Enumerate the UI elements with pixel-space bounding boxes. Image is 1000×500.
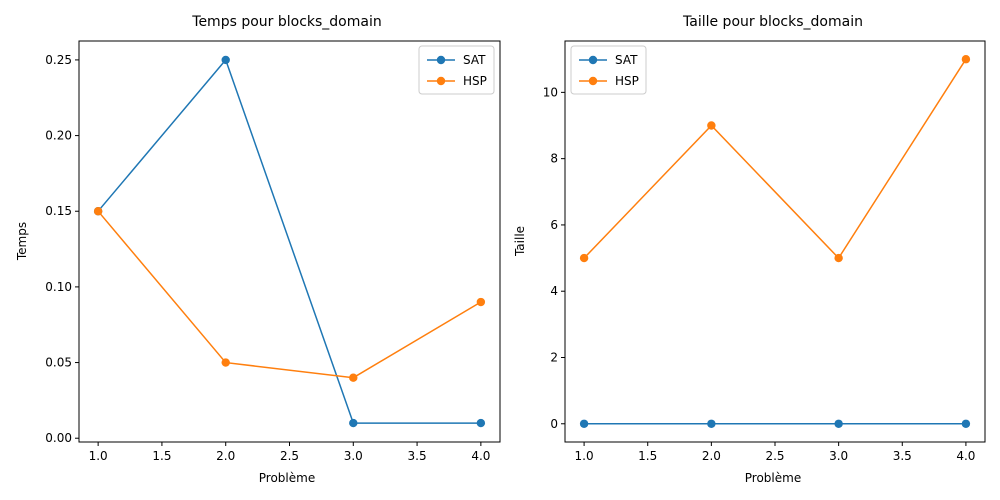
series-layer [93, 55, 486, 428]
y-axis-label: Temps [15, 222, 29, 261]
data-point-sat [221, 55, 230, 65]
y-tick-label: 4 [550, 284, 558, 298]
series-hsp [579, 55, 971, 263]
y-tick-label: 0.15 [45, 204, 72, 218]
plot-frame [564, 40, 986, 443]
x-axis-ticks: 1.0 1.5 2.0 2.5 3.0 3.5 4.0 [575, 442, 975, 463]
plot-frame [78, 40, 501, 443]
legend-label-sat: SAT [615, 53, 638, 67]
y-tick-label: 0.20 [45, 129, 72, 143]
series-line-hsp [97, 210, 482, 379]
series-layer [579, 55, 971, 428]
series-sat [579, 419, 971, 428]
legend-label-hsp: HSP [615, 74, 639, 88]
x-tick-label: 1.0 [575, 449, 594, 463]
legend-marker-hsp [436, 76, 446, 86]
y-tick-label: 6 [550, 218, 558, 232]
x-tick-label: 2.0 [702, 449, 721, 463]
legend: SAT HSP [570, 45, 647, 95]
data-point-hsp [579, 253, 589, 263]
data-point-hsp [221, 358, 230, 367]
legend-label-sat: SAT [463, 53, 486, 67]
y-tick-label: 0.05 [45, 356, 72, 370]
data-point-hsp [961, 55, 971, 64]
x-tick-label: 1.0 [89, 449, 108, 463]
x-tick-label: 3.0 [829, 449, 848, 463]
x-tick-label: 3.5 [408, 449, 427, 463]
x-tick-label: 3.5 [893, 449, 912, 463]
y-axis-ticks: 0 2 4 6 8 10 [543, 85, 565, 431]
y-tick-label: 2 [550, 350, 558, 364]
x-tick-label: 1.5 [152, 449, 171, 463]
data-point-sat [961, 419, 971, 428]
y-axis-label: Taille [513, 226, 527, 257]
y-tick-label: 10 [543, 85, 558, 99]
data-point-hsp [834, 253, 843, 263]
data-point-hsp [93, 207, 103, 216]
y-tick-label: 8 [550, 152, 558, 166]
data-point-hsp [476, 297, 486, 307]
x-tick-label: 4.0 [956, 449, 975, 463]
series-sat [93, 55, 486, 428]
y-axis-ticks: 0.00 0.05 0.10 0.15 0.20 0.25 [45, 53, 79, 445]
y-tick-label: 0 [550, 417, 558, 431]
y-tick-label: 0.10 [45, 280, 72, 294]
x-tick-label: 2.0 [216, 449, 235, 463]
x-tick-label: 1.5 [638, 449, 657, 463]
x-tick-label: 2.5 [765, 449, 784, 463]
data-point-sat [349, 418, 358, 428]
x-axis-label: Problème [259, 471, 315, 485]
legend-marker-hsp [588, 76, 598, 86]
series-line-hsp [583, 58, 967, 260]
chart-taille: Taille pour blocks_domain 1.0 1.5 2.0 2.5 3.… [513, 14, 986, 485]
data-point-hsp [707, 121, 716, 130]
x-axis-ticks: 1.0 1.5 2.0 2.5 3.0 3.5 4.0 [89, 442, 490, 463]
legend: SAT HSP [418, 45, 495, 95]
data-point-sat [707, 419, 716, 428]
series-line-sat [97, 58, 481, 424]
x-tick-label: 2.5 [280, 449, 299, 463]
chart-temps: Temps pour blocks_domain 1.0 1.5 2.0 2.5 3.0… [15, 14, 501, 485]
chart-title: Temps pour blocks_domain [191, 14, 381, 30]
series-hsp [93, 207, 486, 382]
y-tick-label: 0.00 [45, 431, 72, 445]
legend-marker-sat [436, 55, 446, 65]
legend-marker-sat [588, 55, 598, 65]
x-tick-label: 3.0 [344, 449, 363, 463]
data-point-sat [834, 419, 843, 428]
x-axis-label: Problème [745, 471, 801, 485]
chart-title: Taille pour blocks_domain [682, 14, 863, 30]
y-tick-label: 0.25 [45, 53, 72, 67]
x-tick-label: 4.0 [471, 449, 490, 463]
legend-label-hsp: HSP [463, 74, 487, 88]
data-point-sat [476, 418, 486, 428]
data-point-sat [579, 419, 589, 428]
data-point-hsp [349, 373, 358, 382]
